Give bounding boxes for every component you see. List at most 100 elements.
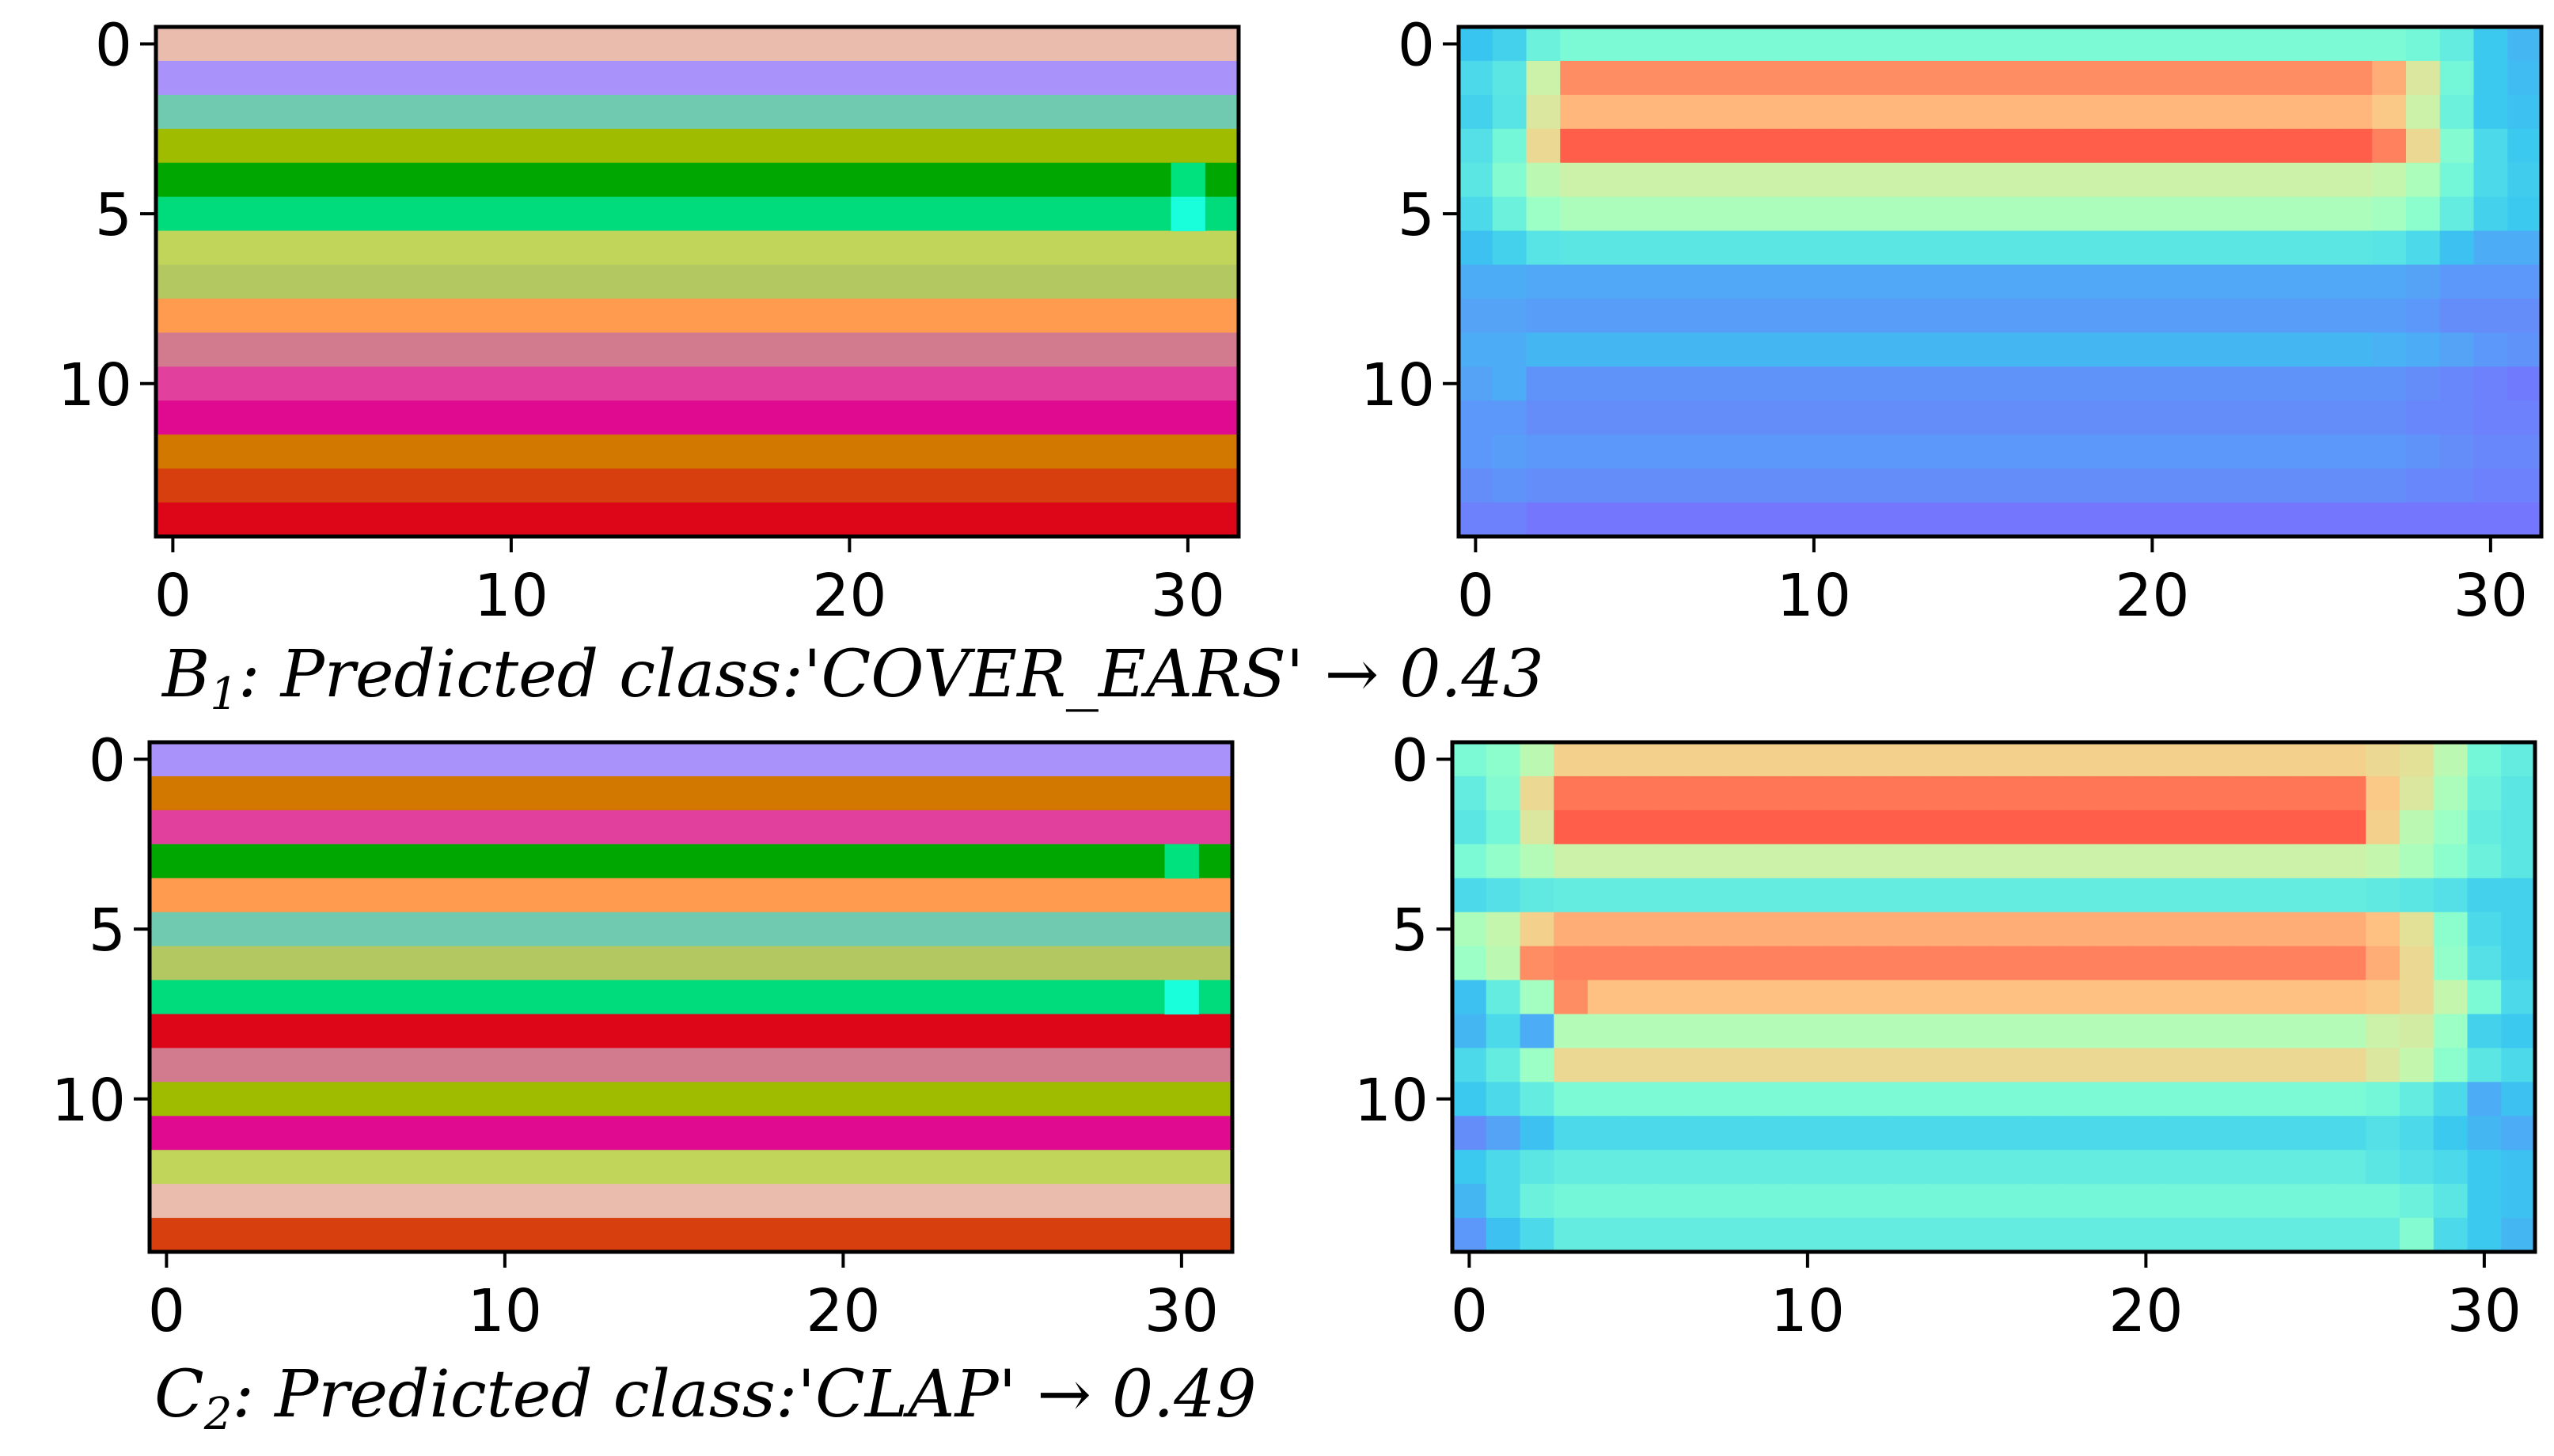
heatmap-cell — [1594, 298, 1629, 333]
heatmap-cell — [2439, 60, 2475, 96]
heatmap-cell — [2507, 230, 2542, 266]
heatmap-cell — [2298, 775, 2333, 811]
heatmap-cell — [2264, 742, 2299, 777]
heatmap-cell — [2501, 775, 2536, 811]
heatmap-cell — [2332, 878, 2366, 913]
heatmap-cell — [1627, 27, 1663, 62]
heatmap-cell — [2406, 94, 2441, 130]
heatmap-cell — [2196, 1218, 2231, 1253]
heatmap-cell — [2237, 366, 2271, 401]
heatmap-cell — [2162, 844, 2198, 879]
heatmap-cell — [1492, 400, 1527, 435]
heatmap-cell — [2507, 366, 2542, 401]
heatmap-cell — [1865, 94, 1899, 130]
heatmap-cell — [1926, 1184, 1960, 1219]
heatmap-cell — [1926, 1218, 1960, 1253]
heatmap-row — [150, 1184, 1232, 1219]
heatmap-cell — [1966, 332, 2001, 367]
heatmap-cell — [2196, 775, 2231, 811]
heatmap-cell — [2271, 298, 2305, 333]
heatmap-cell — [1492, 434, 1527, 469]
heatmap-cell — [1594, 60, 1629, 96]
heatmap-cell — [2129, 810, 2164, 845]
heatmap-cell — [1723, 1116, 1758, 1151]
heatmap-cell — [1763, 400, 1798, 435]
heatmap-cell — [1723, 980, 1758, 1015]
heatmap-row — [156, 27, 1239, 62]
heatmap-cell — [2027, 1150, 2063, 1185]
heatmap-cell — [2000, 468, 2035, 503]
heatmap-cell — [2501, 810, 2536, 845]
heatmap-cell — [1865, 434, 1899, 469]
heatmap-cell — [1865, 27, 1899, 62]
heatmap-cell — [1824, 810, 1859, 845]
heatmap-cell — [2033, 434, 2069, 469]
heatmap-cell — [2473, 264, 2508, 300]
heatmap-cell — [1588, 1150, 1622, 1185]
heatmap-cell — [2439, 162, 2475, 198]
heatmap-cell — [2304, 60, 2340, 96]
heatmap-cell — [1797, 27, 1831, 62]
heatmap-cell — [1560, 230, 1595, 266]
heatmap-cell — [1790, 946, 1825, 981]
heatmap-cell — [1797, 468, 1831, 503]
heatmap-cell — [1960, 775, 1994, 811]
heatmap-cell — [2264, 1184, 2299, 1219]
heatmap-cell — [1164, 980, 1199, 1015]
heatmap-cell — [1926, 775, 1960, 811]
heatmap-cell — [2101, 502, 2136, 537]
heatmap-cell — [2067, 94, 2102, 130]
heatmap-cell — [1966, 128, 2001, 164]
heatmap-cell — [2203, 264, 2237, 300]
heatmap-cell — [2162, 946, 2198, 981]
heatmap-cell — [1723, 1184, 1758, 1219]
heatmap-cell — [1492, 366, 1527, 401]
heatmap-cell — [2366, 1150, 2400, 1185]
heatmap-cell — [2298, 1184, 2333, 1219]
heatmap-row — [150, 1048, 1232, 1083]
heatmap-cell — [1560, 94, 1595, 130]
heatmap-cell — [2230, 844, 2265, 879]
heatmap-cell — [2095, 844, 2130, 879]
heatmap-cell — [2501, 1014, 2536, 1048]
heatmap-cell — [2067, 162, 2102, 198]
heatmap-cell — [2162, 1184, 2198, 1219]
heatmap-cell — [1892, 1150, 1927, 1185]
heatmap-cell — [2061, 980, 2096, 1015]
heatmap-cell — [1960, 742, 1994, 777]
heatmap-cell — [2000, 434, 2035, 469]
heatmap-cell — [2501, 878, 2536, 913]
heatmap-cell — [1621, 1082, 1656, 1117]
heatmap-cell — [2101, 434, 2136, 469]
heatmap-cell — [1621, 844, 1656, 879]
heatmap-cell — [1858, 810, 1893, 845]
heatmap-cell — [1831, 502, 1865, 537]
heatmap-cell — [1695, 27, 1730, 62]
heatmap-cell — [1695, 162, 1730, 198]
heatmap-cell — [1171, 162, 1205, 198]
heatmap-cell — [1892, 844, 1927, 879]
heatmap-cell — [1960, 1048, 1994, 1083]
heatmap-cell — [1486, 1218, 1521, 1253]
heatmap-cell — [1994, 878, 2028, 913]
heatmap-cell — [1661, 366, 1696, 401]
heatmap-cell — [2264, 946, 2299, 981]
heatmap-cell — [2304, 298, 2340, 333]
heatmap-cell — [2169, 298, 2204, 333]
heatmap-cell — [1790, 1184, 1825, 1219]
heatmap-cell — [1594, 366, 1629, 401]
heatmap-cell — [1729, 502, 1764, 537]
heatmap-cell — [1492, 298, 1527, 333]
heatmap-cell — [2027, 1082, 2063, 1117]
heatmap-cell — [2169, 264, 2204, 300]
heatmap-cell — [1627, 60, 1663, 96]
heatmap-cell — [2304, 502, 2340, 537]
heatmap-cell — [1560, 27, 1595, 62]
panel-b1-activation: 0 10 20 30 0 5 10 — [1360, 11, 2544, 630]
heatmap-cell — [2237, 298, 2271, 333]
heatmap-cell — [1790, 1082, 1825, 1117]
heatmap-cell — [2027, 878, 2063, 913]
heatmap-cell — [1729, 60, 1764, 96]
heatmap-cell — [1492, 468, 1527, 503]
heatmap-cell — [2433, 912, 2469, 947]
